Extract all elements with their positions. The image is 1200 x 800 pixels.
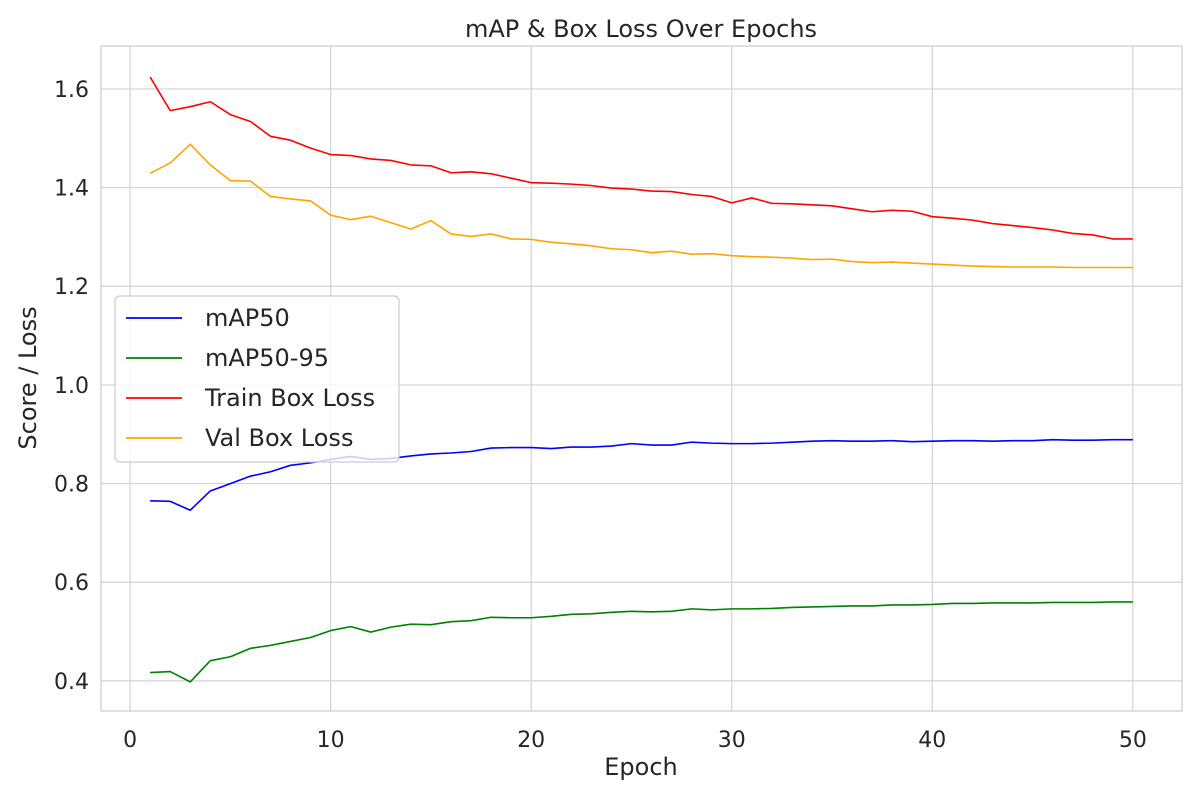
legend-box <box>114 295 400 463</box>
x-tick-label: 50 <box>1119 728 1147 753</box>
y-tick-label: 1.4 <box>54 177 89 202</box>
y-tick-label: 0.4 <box>54 670 89 695</box>
y-tick-label: 0.8 <box>54 473 89 498</box>
legend-label-train-box-loss: Train Box Loss <box>204 384 375 412</box>
x-tick-label: 30 <box>718 728 746 753</box>
y-tick-label: 1.6 <box>54 78 89 103</box>
legend-label-map50-95: mAP50-95 <box>205 344 329 372</box>
tick-labels: 0 10 20 30 40 50 0.4 0.6 0.8 1.0 1.2 1.4 1.6 <box>54 78 1147 753</box>
y-tick-label: 0.6 <box>54 571 89 596</box>
x-tick-label: 0 <box>123 728 137 753</box>
legend-label-map50: mAP50 <box>205 304 290 332</box>
x-tick-label: 10 <box>317 728 345 753</box>
y-tick-label: 1.0 <box>54 374 89 399</box>
chart-title: mAP & Box Loss Over Epochs <box>465 15 817 43</box>
legend-label-val-box-loss: Val Box Loss <box>205 424 353 452</box>
y-tick-label: 1.2 <box>54 275 89 300</box>
series-line-train-box-loss <box>149 76 1133 240</box>
x-tick-label: 40 <box>918 728 946 753</box>
x-tick-label: 20 <box>517 728 545 753</box>
y-axis-label: Score / Loss <box>14 306 42 449</box>
grid <box>101 46 1182 711</box>
series-line-val-box-loss <box>149 143 1133 269</box>
x-axis-label: Epoch <box>604 753 678 781</box>
series-line-map50-95 <box>150 601 1133 683</box>
legend: mAP50 mAP50-95 Train Box Loss Val Box Loss <box>114 295 400 463</box>
plot-area <box>100 45 1183 712</box>
